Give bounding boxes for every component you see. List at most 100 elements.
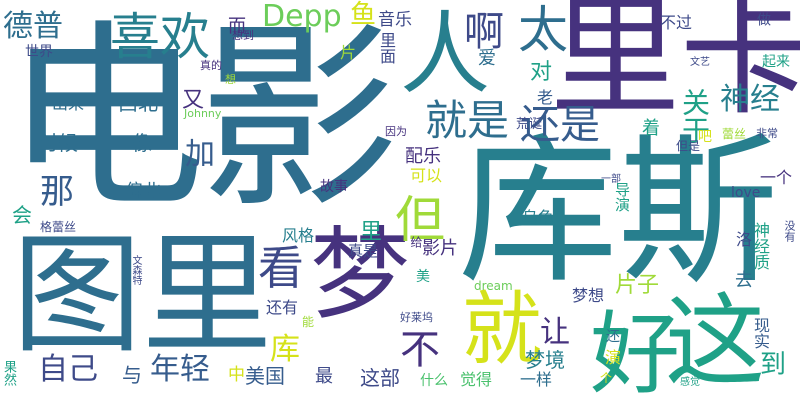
word-shihou: 时候: [38, 131, 78, 155]
word-dianying: 电影: [5, 3, 399, 236]
word-zuo: 做: [755, 12, 771, 26]
word-yu2: 与: [122, 363, 142, 387]
word-bu: 不: [400, 327, 440, 373]
word-buguo: 不过: [660, 13, 693, 32]
word-juede: 觉得: [460, 370, 493, 389]
word-chulai: 出来: [52, 94, 85, 113]
word-zhong: 中: [228, 365, 245, 385]
word-limian: 里面: [377, 32, 396, 64]
word-haiyou: 还有: [266, 298, 299, 317]
word-zhe-particle: 着: [642, 118, 660, 139]
word-ai: 爱: [478, 48, 496, 69]
word-gushi: 故事: [320, 179, 348, 195]
word-keyi: 可以: [410, 166, 443, 185]
word-mengxiang: 梦想: [572, 286, 605, 305]
word-dan: 但: [395, 191, 445, 249]
word-mengjing: 梦境: [525, 348, 565, 372]
word-pianbei: 偏北: [125, 181, 161, 202]
word-lao: 老: [537, 88, 554, 107]
word-qilai: 起来: [762, 54, 790, 70]
word-hai: 还: [606, 329, 620, 345]
word-wenyi: 文艺: [690, 57, 710, 68]
word-hao: 好: [590, 302, 680, 400]
word-huangdan: 荒诞: [516, 117, 543, 132]
word-daoyan: 导演: [613, 182, 631, 212]
word-pianzi: 片子: [615, 273, 660, 298]
word-kusi: 库斯: [458, 118, 779, 305]
word-luo: 洛: [736, 230, 753, 249]
word-xiang: 像: [132, 131, 152, 155]
word-jia: 加: [185, 137, 215, 172]
word-peiyue: 配乐: [405, 146, 441, 167]
word-xibei: 西北: [118, 91, 158, 115]
word-zhebu: 这部: [360, 366, 400, 390]
word-meng: 梦: [310, 216, 410, 333]
word-neng: 能: [302, 315, 315, 329]
word-danshi: 但是: [676, 139, 701, 153]
word-gei: 给: [409, 236, 423, 248]
word-yinwei: 因为: [385, 125, 407, 138]
word-jiushi: 就是: [425, 96, 510, 145]
word-rang: 让: [540, 315, 570, 350]
word-yinyue: 音乐: [378, 10, 412, 30]
word-ku: 库: [270, 332, 300, 367]
word-zhende: 真的: [200, 59, 222, 72]
word-feichang: 非常: [756, 127, 778, 140]
word-yingpian: 影片: [422, 238, 458, 259]
word-qu: 去: [735, 270, 753, 291]
word-xihuan: 喜欢: [110, 8, 210, 66]
word-ziji: 自己: [38, 352, 98, 387]
word-tuli: 图里: [12, 219, 273, 371]
word-haolaiwu: 好莱坞: [400, 311, 433, 324]
word-yige: 一个: [760, 168, 793, 187]
word-zhe: 这: [665, 283, 765, 400]
word-love: love: [731, 185, 761, 201]
word-dui: 对: [530, 60, 553, 85]
word-pian: 片: [340, 43, 357, 62]
word-fengge: 风格: [282, 226, 315, 245]
word-zui: 最: [315, 366, 333, 387]
word-shenjingzhi: 神经质: [751, 222, 770, 270]
word-lika: 里卡: [550, 0, 800, 133]
word-guoran: 果然: [1, 360, 16, 386]
word-xiang-think: 想: [225, 73, 236, 86]
word-tai: 太: [518, 1, 568, 59]
word-a: 啊: [464, 9, 504, 55]
word-na: 那: [40, 172, 74, 212]
word-li: 里: [360, 220, 383, 245]
word-wugui: 乌龟: [522, 208, 555, 227]
word-hui: 会: [12, 203, 32, 227]
word-depp: Depp: [262, 0, 342, 34]
word-mei: 美: [416, 269, 430, 285]
word-you: 又: [182, 88, 205, 113]
word-ren: 人: [400, 2, 490, 107]
word-yu: 鱼: [350, 0, 377, 30]
word-kan: 看: [258, 241, 304, 295]
word-dream: dream: [474, 279, 513, 293]
word-shijie: 世界: [25, 44, 53, 60]
word-xianshi: 现实: [751, 317, 770, 349]
word-xiangdao: 想到: [232, 29, 254, 42]
word-ganjue: 感觉: [680, 377, 700, 388]
word-yiyang: 一样: [520, 370, 553, 389]
word-haishi: 还是: [520, 102, 600, 148]
word-zhenshi: 真是: [348, 242, 379, 260]
word-jiu: 就: [462, 283, 542, 376]
word-guanyu: 关于: [678, 88, 711, 144]
word-yan: 演: [605, 348, 622, 367]
word-dao: 到: [760, 350, 787, 380]
word-leisi: 蕾丝: [722, 127, 747, 141]
word-geleisi: 格蕾丝: [40, 220, 77, 234]
word-meiguo: 美国: [245, 364, 285, 388]
word-ba: 吧: [698, 129, 712, 145]
word-er: 而: [228, 16, 246, 37]
word-nianqing: 年轻: [150, 352, 210, 387]
word-shenme: 什么: [420, 373, 448, 389]
word-depu: 德普: [3, 9, 63, 44]
word-johnny: Johnny: [184, 107, 222, 120]
word-meiyou: 没有: [783, 220, 796, 242]
word-ge: 个: [600, 371, 613, 385]
word-shenjing: 神经: [720, 82, 780, 117]
word-wensente: 文森特: [130, 255, 141, 285]
